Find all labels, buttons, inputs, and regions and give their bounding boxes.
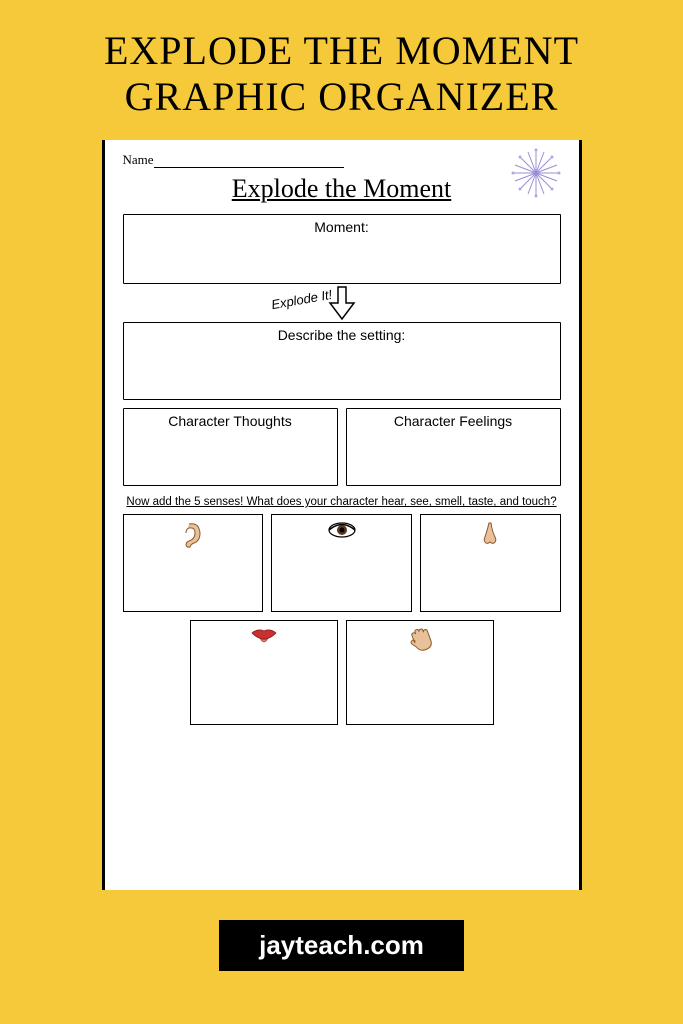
ear-icon: [181, 521, 205, 549]
nose-icon: [481, 521, 499, 547]
feelings-box[interactable]: Character Feelings: [346, 408, 561, 486]
mouth-icon: [250, 627, 278, 647]
moment-box[interactable]: Moment:: [123, 214, 561, 284]
sense-hear-box[interactable]: [123, 514, 264, 612]
worksheet-title: Explode the Moment: [123, 174, 561, 204]
sense-smell-box[interactable]: [420, 514, 561, 612]
footer-badge: jayteach.com: [219, 920, 464, 971]
title-line1: EXPLODE THE MOMENT: [104, 28, 579, 74]
thoughts-box[interactable]: Character Thoughts: [123, 408, 338, 486]
worksheet-page: Name Explode the Moment Moment: Explode …: [102, 140, 582, 890]
explode-it-label: Explode It!: [270, 287, 333, 312]
footer-text: jayteach.com: [259, 930, 424, 960]
sense-taste-box[interactable]: [190, 620, 338, 725]
sense-touch-box[interactable]: [346, 620, 494, 725]
firework-icon: [508, 148, 564, 203]
name-input-line[interactable]: [154, 167, 344, 168]
setting-box[interactable]: Describe the setting:: [123, 322, 561, 400]
character-row: Character Thoughts Character Feelings: [123, 408, 561, 486]
senses-prompt: Now add the 5 senses! What does your cha…: [123, 496, 561, 508]
title-line2: GRAPHIC ORGANIZER: [104, 74, 579, 120]
senses-row-2: [123, 620, 561, 725]
sense-see-box[interactable]: [271, 514, 412, 612]
senses-row-1: [123, 514, 561, 612]
name-field-row: Name: [123, 152, 561, 168]
hand-icon: [408, 627, 432, 653]
page-title: EXPLODE THE MOMENT GRAPHIC ORGANIZER: [84, 0, 599, 140]
eye-icon: [327, 521, 357, 539]
setting-label: Describe the setting:: [278, 327, 406, 343]
arrow-down-icon: [328, 285, 356, 321]
name-label: Name: [123, 152, 154, 167]
feelings-label: Character Feelings: [394, 413, 512, 429]
arrow-row: Explode It!: [123, 284, 561, 322]
thoughts-label: Character Thoughts: [168, 413, 291, 429]
moment-label: Moment:: [314, 219, 368, 235]
